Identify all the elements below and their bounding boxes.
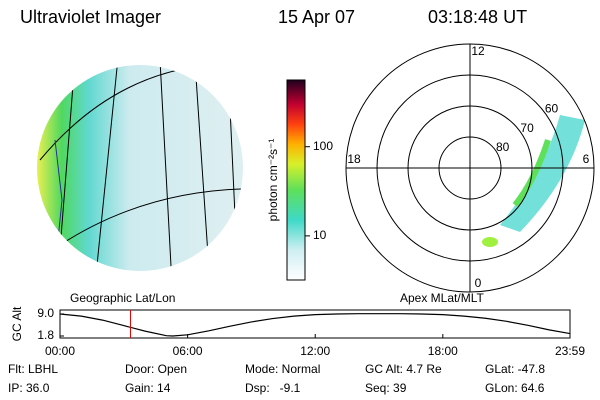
y-axis-label: GC Alt [10, 306, 24, 341]
info-field: GLon: 64.6 [485, 381, 545, 395]
x-tick-label: 18:00 [428, 344, 458, 358]
y-tick-label: 1.8 [37, 328, 54, 342]
geo-caption: Geographic Lat/Lon [70, 291, 175, 305]
lat-ring [376, 74, 564, 262]
lat-ring [407, 105, 533, 231]
geo-image: Geographic Lat/Lon [37, 65, 243, 305]
info-field: Dsp: -9.1 [245, 381, 301, 395]
x-tick-label: 12:00 [300, 344, 330, 358]
polar-caption: Apex MLat/MLT [400, 291, 484, 305]
altitude-line [59, 313, 571, 337]
lat-label: 80 [496, 140, 510, 154]
x-tick-label: 06:00 [173, 344, 203, 358]
colorbar-tick-label: 100 [313, 139, 333, 153]
info-field: GC Alt: 4.7 Re [365, 362, 442, 376]
info-field: Seq: 39 [365, 381, 407, 395]
lat-label: 60 [545, 102, 559, 116]
mlt-label: 0 [475, 276, 482, 290]
mlt-label: 12 [471, 44, 485, 58]
info-field: Mode: Normal [245, 362, 320, 376]
x-tick-label: 00:00 [45, 344, 75, 358]
mlt-label: 6 [583, 152, 590, 166]
colorbar-tick-label: 10 [313, 228, 327, 242]
date: 15 Apr 07 [278, 7, 355, 27]
info-field: IP: 36.0 [8, 381, 50, 395]
time: 03:18:48 UT [428, 7, 527, 27]
lat-ring [438, 136, 502, 200]
y-tick-label: 9.0 [37, 306, 54, 320]
info-field: Flt: LBHL [8, 362, 58, 376]
info-field: Door: Open [125, 362, 187, 376]
mlt-label: 18 [347, 152, 361, 166]
title: Ultraviolet Imager [20, 7, 161, 27]
info-field: GLat: -47.8 [485, 362, 545, 376]
colorbar [286, 79, 306, 281]
x-tick-label: 23:59 [555, 344, 585, 358]
colorbar-label: photon cm⁻²s⁻¹ [266, 139, 280, 222]
lat-label: 70 [520, 121, 534, 135]
info-field: Gain: 14 [125, 381, 171, 395]
